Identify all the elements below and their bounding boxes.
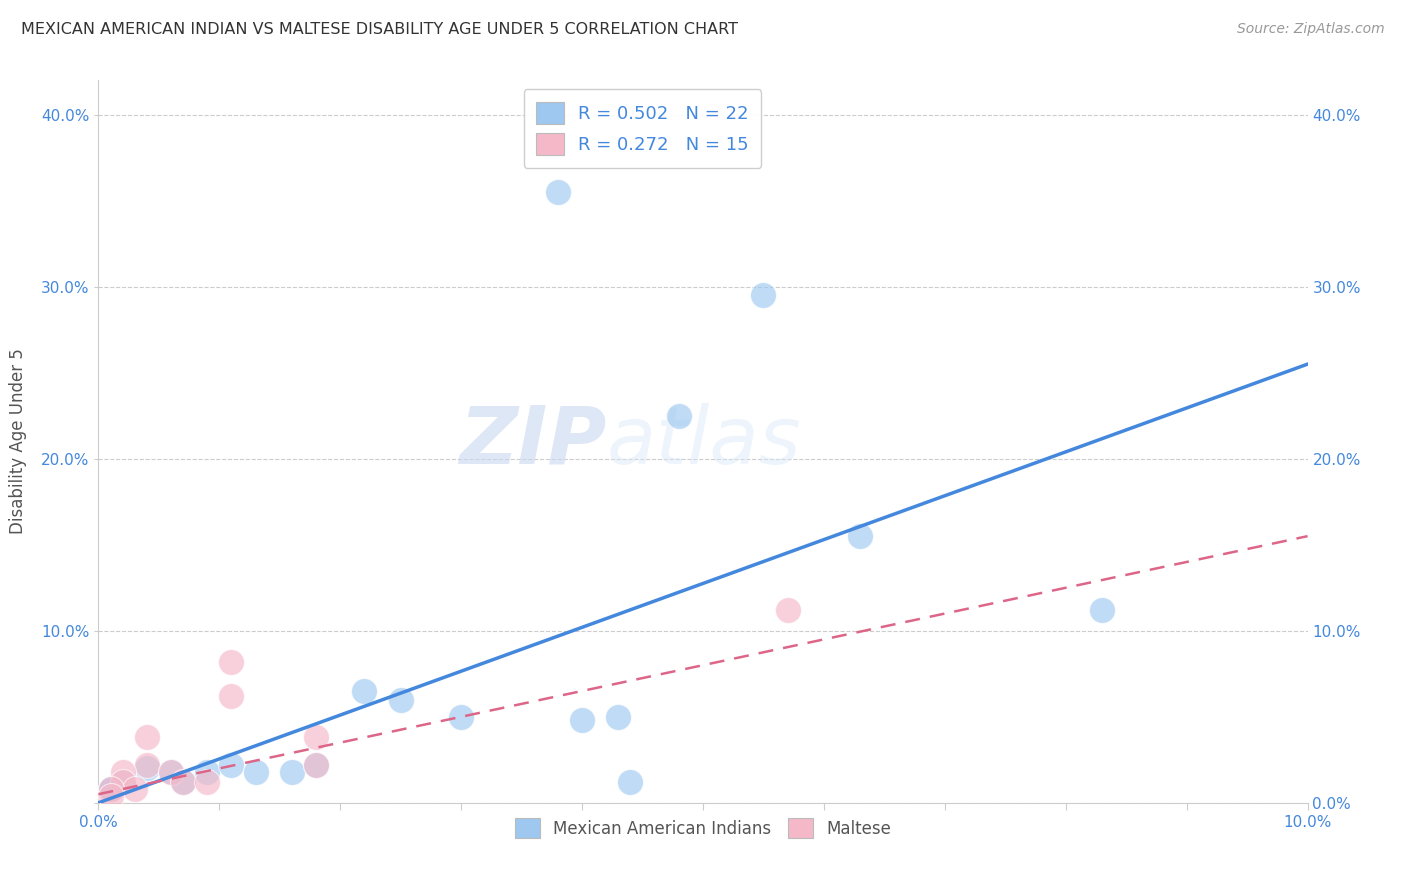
Point [849,529,872,543]
Text: MEXICAN AMERICAN INDIAN VS MALTESE DISABILITY AGE UNDER 5 CORRELATION CHART: MEXICAN AMERICAN INDIAN VS MALTESE DISAB… [21,22,738,37]
Point [100,782,122,797]
Point [353,684,375,698]
Point [571,713,593,727]
Point [100,782,122,797]
Point [547,185,569,199]
Point [221,689,243,703]
Y-axis label: Disability Age Under 5: Disability Age Under 5 [8,349,27,534]
Point [776,603,799,617]
Point [172,775,194,789]
Point [100,782,122,797]
Point [607,710,630,724]
Point [668,409,690,423]
Point [1091,603,1114,617]
Point [305,758,328,772]
Legend: Mexican American Indians, Maltese: Mexican American Indians, Maltese [508,812,898,845]
Point [135,731,157,745]
Point [195,764,218,779]
Text: Source: ZipAtlas.com: Source: ZipAtlas.com [1237,22,1385,37]
Point [389,692,412,706]
Point [245,764,267,779]
Point [160,764,183,779]
Point [124,782,146,797]
Point [305,731,328,745]
Point [619,775,641,789]
Text: ZIP: ZIP [458,402,606,481]
Point [195,775,218,789]
Point [281,764,304,779]
Point [305,758,328,772]
Point [221,758,243,772]
Point [752,288,775,302]
Point [221,655,243,669]
Point [100,789,122,803]
Point [111,775,134,789]
Point [172,775,194,789]
Point [450,710,472,724]
Text: atlas: atlas [606,402,801,481]
Point [111,775,134,789]
Point [135,758,157,772]
Point [111,764,134,779]
Point [160,764,183,779]
Point [135,761,157,775]
